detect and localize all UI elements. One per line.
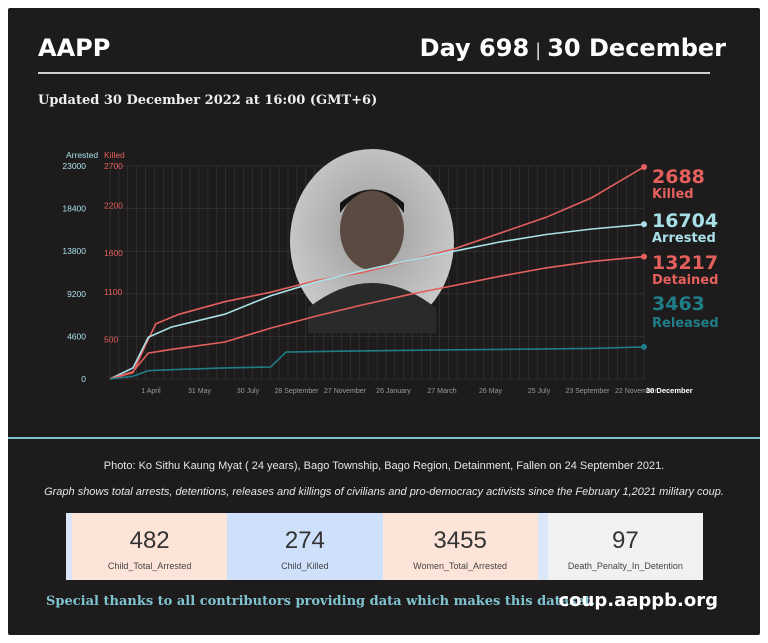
stat-label: Child_Killed <box>281 561 329 571</box>
x-tick-label: 26 January <box>376 388 411 395</box>
stats-strip: 482 Child_Total_Arrested 274 Child_Kille… <box>66 513 703 580</box>
series-endpoint-detained <box>641 253 647 260</box>
end-name-arrested: Arrested <box>652 231 716 246</box>
left-tick-label: 4600 <box>67 331 86 341</box>
right-axis-title: Killed <box>104 150 125 160</box>
stat-value: 482 <box>129 527 170 554</box>
end-name-killed: Killed <box>652 187 694 202</box>
updated-timestamp: Updated 30 December 2022 at 16:00 (GMT+6… <box>38 93 378 108</box>
org-title: AAPP <box>38 34 111 62</box>
end-name-released: Released <box>652 316 719 331</box>
x-tick-label: 22 November <box>615 388 658 395</box>
end-value-arrested: 16704 <box>652 210 718 232</box>
right-tick-label: 500 <box>104 335 118 345</box>
stat-value: 97 <box>612 527 639 554</box>
end-value-killed: 2688 <box>652 166 705 188</box>
title-separator: | <box>535 40 542 61</box>
x-tick-label: 28 September <box>275 388 320 395</box>
section-divider <box>8 437 760 439</box>
left-tick-label: 23000 <box>62 161 86 171</box>
series-endpoint-killed <box>641 163 647 170</box>
stat-label: Death_Penalty_In_Detention <box>567 561 683 571</box>
series-line-released <box>109 346 645 380</box>
series-line-arrested <box>109 223 645 380</box>
graph-caption: Graph shows total arrests, detentions, r… <box>44 486 724 498</box>
stat-child-killed: 274 Child_Killed <box>227 513 383 580</box>
stat-value: 274 <box>284 527 325 554</box>
right-tick-label: 2200 <box>104 200 123 210</box>
stat-value: 3455 <box>433 527 487 554</box>
series-endpoint-released <box>641 343 647 350</box>
left-tick-label: 0 <box>81 374 86 384</box>
stat-women-total-arrested: 3455 Women_Total_Arrested <box>382 513 538 580</box>
left-tick-label: 18400 <box>62 204 86 214</box>
end-name-detained: Detained <box>652 273 718 288</box>
right-tick-label: 1100 <box>104 287 123 297</box>
header-divider <box>38 72 710 74</box>
x-tick-label: 1 April <box>141 388 161 395</box>
chart-series <box>109 163 647 380</box>
portrait-photo <box>290 149 454 333</box>
x-tick-label: 30 December <box>646 386 693 395</box>
portrait-face <box>340 190 404 270</box>
x-tick-label: 26 May <box>479 388 502 395</box>
left-axis-title: Arrested <box>66 150 98 160</box>
x-tick-label: 27 March <box>427 388 456 395</box>
end-value-released: 3463 <box>652 293 705 315</box>
series-endpoint-arrested <box>641 221 647 228</box>
day-label: Day 698 <box>419 34 530 62</box>
chart-axes: Arrested Killed 0 4600 9200 13800 18400 23000 50… <box>62 150 692 395</box>
x-tick-label: 25 July <box>528 388 551 395</box>
series-line-detained <box>109 255 645 380</box>
stat-child-total-arrested: 482 Child_Total_Arrested <box>66 513 228 580</box>
stat-death-penalty: 97 Death_Penalty_In_Detention <box>537 513 703 580</box>
date-label: 30 December <box>547 34 726 62</box>
x-tick-label: 31 May <box>188 388 211 395</box>
x-tick-label: 27 November <box>324 388 367 395</box>
site-link[interactable]: coup.aappb.org <box>558 590 719 611</box>
x-tick-label: 23 September <box>566 388 611 395</box>
end-value-detained: 13217 <box>652 252 718 274</box>
stat-label: Women_Total_Arrested <box>413 561 508 571</box>
thanks-note: Special thanks to all contributors provi… <box>46 594 596 609</box>
left-tick-label: 9200 <box>67 289 86 299</box>
left-tick-label: 13800 <box>62 246 86 256</box>
right-tick-label: 1600 <box>104 248 123 258</box>
series-line-killed <box>109 166 645 380</box>
stat-label: Child_Total_Arrested <box>107 561 192 571</box>
timeline-chart: Arrested Killed 0 4600 9200 13800 18400 23000 50… <box>62 149 719 395</box>
photo-caption: Photo: Ko Sithu Kaung Myat ( 24 years), … <box>103 460 665 472</box>
right-tick-label: 2700 <box>104 161 123 171</box>
x-tick-label: 30 July <box>237 388 260 395</box>
portrait-hair <box>340 189 404 213</box>
day-date-title: Day 698 | 30 December <box>420 34 726 62</box>
